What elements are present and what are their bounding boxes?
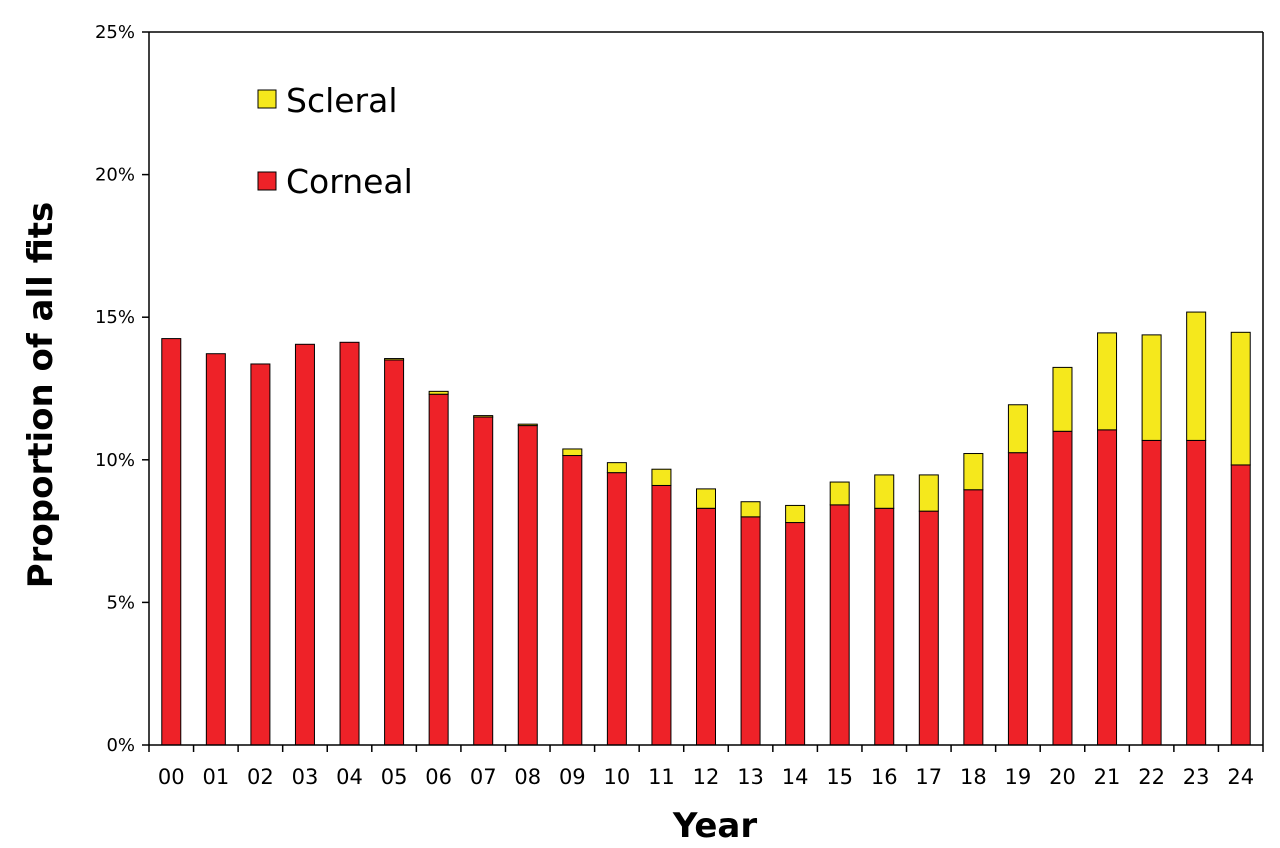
bar-scleral-24 [1230,331,1251,466]
bar-scleral-13 [740,501,761,518]
bar-corneal-03 [294,343,315,746]
y-tick-label: 5% [106,592,135,613]
bar-scleral-18 [963,453,984,491]
x-tick-label: 05 [381,765,408,789]
bar-scleral-11 [651,468,672,486]
x-tick-label: 21 [1094,765,1121,789]
y-tick-label: 20% [95,165,135,186]
bar-corneal-02 [250,363,271,746]
y-axis-ticks: 0% 5% 10% 15% 20% 25% [95,22,149,756]
x-tick-label: 14 [782,765,809,789]
bar-corneal-22 [1141,439,1162,746]
y-tick-label: 0% [106,735,135,756]
x-tick-label: 20 [1049,765,1076,789]
x-tick-label: 08 [514,765,541,789]
y-axis-title: Proportion of all fits [21,202,61,589]
bar-corneal-16 [874,507,895,746]
x-tick-label: 00 [158,765,185,789]
bar-corneal-15 [829,504,850,746]
x-tick-label: 03 [292,765,319,789]
bar-scleral-14 [785,504,806,524]
legend-swatch-scleral [257,89,277,109]
bar-corneal-07 [473,416,494,746]
bar-corneal-24 [1230,464,1251,746]
x-tick-label: 06 [425,765,452,789]
y-tick-label: 25% [95,22,135,43]
bar-corneal-21 [1097,429,1118,746]
bar-corneal-14 [785,522,806,746]
x-tick-label: 12 [693,765,720,789]
bar-corneal-01 [205,353,226,746]
bar-corneal-13 [740,516,761,746]
bar-corneal-04 [339,341,360,746]
x-axis-ticks: 00 01 02 03 04 05 06 07 08 09 10 11 12 13 14 15 16 17 18 19… [148,745,1264,789]
x-axis-title: Year [672,806,758,846]
bar-corneal-11 [651,484,672,746]
bar-corneal-10 [606,472,627,746]
bar-corneal-23 [1186,439,1207,746]
bar-corneal-09 [562,455,583,746]
bar-scleral-09 [562,448,583,457]
bar-scleral-06 [428,390,449,395]
bar-corneal-12 [696,507,716,746]
x-tick-label: 04 [336,765,363,789]
x-tick-label: 11 [648,765,675,789]
bar-scleral-15 [829,481,850,506]
bar-corneal-05 [384,359,405,746]
legend-label-scleral: Scleral [286,81,398,120]
bar-scleral-12 [696,488,716,509]
legend-swatch-corneal [257,171,277,191]
bar-corneal-20 [1052,430,1073,746]
x-tick-label: 19 [1005,765,1032,789]
x-tick-label: 16 [871,765,898,789]
bar-corneal-08 [517,425,538,746]
bar-scleral-20 [1052,366,1073,432]
legend-label-corneal: Corneal [286,162,413,201]
legend: Scleral Corneal [257,81,413,201]
bar-scleral-17 [918,474,939,512]
x-tick-label: 17 [915,765,942,789]
bar-scleral-16 [874,474,895,509]
x-tick-label: 01 [202,765,229,789]
x-tick-label: 07 [470,765,497,789]
bar-scleral-07 [473,415,494,418]
bar-corneal-17 [918,510,939,746]
y-tick-label: 10% [95,450,135,471]
bar-scleral-08 [517,423,538,427]
bar-corneal-00 [161,338,182,746]
x-tick-label: 22 [1138,765,1165,789]
bar-scleral-10 [606,462,627,474]
x-tick-label: 23 [1183,765,1210,789]
bar-scleral-23 [1186,311,1207,441]
y-tick-label: 15% [95,307,135,328]
x-tick-label: 18 [960,765,987,789]
bar-corneal-19 [1007,452,1028,746]
bars-group [161,311,1251,746]
x-tick-label: 02 [247,765,274,789]
x-tick-label: 13 [737,765,764,789]
x-tick-label: 10 [604,765,631,789]
x-tick-label: 09 [559,765,586,789]
bar-scleral-21 [1097,332,1118,431]
bar-scleral-05 [384,358,405,361]
bar-corneal-18 [963,489,984,746]
bar-scleral-22 [1141,334,1162,441]
bar-corneal-06 [428,393,449,746]
x-tick-label: 15 [826,765,853,789]
bar-scleral-19 [1007,404,1028,454]
x-tick-label: 24 [1227,765,1254,789]
